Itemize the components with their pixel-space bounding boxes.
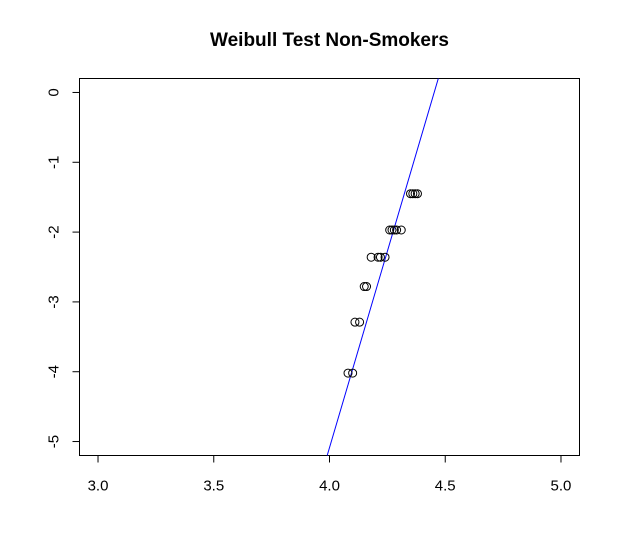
y-tick-label: 0 (45, 88, 62, 96)
data-point (375, 252, 385, 262)
points-group (343, 189, 422, 378)
data-point (387, 225, 397, 235)
x-axis: 3.0 3.5 4.0 4.5 5.0 (88, 455, 572, 495)
y-tick-label: -4 (45, 365, 62, 378)
x-tick-label: 4.5 (435, 478, 456, 495)
y-tick-label: -5 (45, 435, 62, 448)
data-point (406, 189, 416, 199)
y-axis: 0 -1 -2 -3 -4 -5 (45, 88, 80, 448)
data-point (410, 189, 420, 199)
data-point (392, 225, 402, 235)
data-point (408, 189, 418, 199)
y-tick-label: -1 (45, 156, 62, 169)
plot-area (79, 78, 580, 456)
y-tick-label: -2 (45, 225, 62, 238)
reference-line (326, 78, 439, 456)
x-tick-label: 5.0 (551, 478, 572, 495)
data-point (412, 189, 422, 199)
data-point (389, 225, 399, 235)
data-point (380, 252, 390, 262)
data-point (362, 282, 372, 292)
plot-frame (79, 78, 580, 456)
data-point (343, 368, 353, 378)
x-tick-label: 3.0 (88, 478, 109, 495)
data-point (350, 317, 360, 327)
data-point (366, 252, 376, 262)
chart-title: Weibull Test Non-Smokers (210, 30, 449, 51)
y-tick-label: -3 (45, 295, 62, 308)
x-tick-label: 4.0 (319, 478, 340, 495)
reference-line-group (326, 78, 439, 456)
x-tick-label: 3.5 (203, 478, 224, 495)
data-point (396, 225, 406, 235)
data-point (348, 368, 358, 378)
data-point (373, 252, 383, 262)
data-point (359, 282, 369, 292)
data-point (355, 317, 365, 327)
data-point (385, 225, 395, 235)
